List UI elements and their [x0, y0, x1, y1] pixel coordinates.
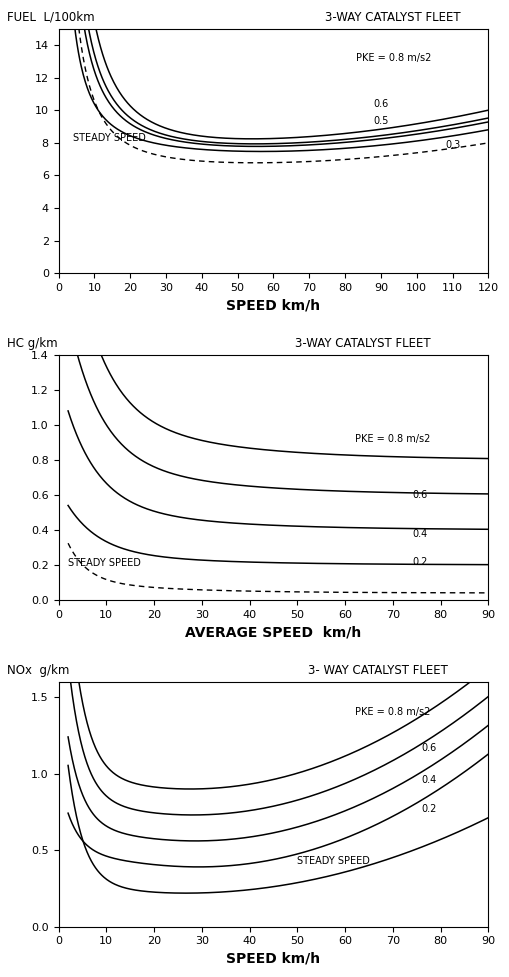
- Text: FUEL  L/100km: FUEL L/100km: [7, 11, 94, 23]
- Text: 0.6: 0.6: [420, 743, 436, 752]
- Text: NOx  g/km: NOx g/km: [7, 663, 69, 677]
- Text: 0.5: 0.5: [373, 116, 388, 126]
- Text: 3-WAY CATALYST FLEET: 3-WAY CATALYST FLEET: [324, 11, 460, 23]
- Text: 0.6: 0.6: [411, 490, 427, 500]
- Text: 0.4: 0.4: [420, 775, 436, 785]
- Text: 0.6: 0.6: [373, 99, 388, 108]
- Text: PKE = 0.8 m/s2: PKE = 0.8 m/s2: [354, 707, 429, 717]
- Text: STEADY SPEED: STEADY SPEED: [73, 133, 146, 143]
- X-axis label: AVERAGE SPEED  km/h: AVERAGE SPEED km/h: [185, 625, 361, 639]
- Text: PKE = 0.8 m/s2: PKE = 0.8 m/s2: [355, 53, 430, 63]
- Text: 3-WAY CATALYST FLEET: 3-WAY CATALYST FLEET: [294, 337, 430, 350]
- Text: 0.3: 0.3: [444, 141, 460, 150]
- Text: STEADY SPEED: STEADY SPEED: [68, 558, 140, 569]
- X-axis label: SPEED km/h: SPEED km/h: [226, 299, 320, 313]
- Text: 0.2: 0.2: [411, 558, 427, 568]
- Text: HC g/km: HC g/km: [7, 337, 58, 350]
- Text: 3- WAY CATALYST FLEET: 3- WAY CATALYST FLEET: [307, 663, 447, 677]
- X-axis label: SPEED km/h: SPEED km/h: [226, 952, 320, 966]
- Text: 0.4: 0.4: [411, 530, 427, 539]
- Text: PKE = 0.8 m/s2: PKE = 0.8 m/s2: [354, 434, 429, 445]
- Text: 0.2: 0.2: [420, 804, 436, 814]
- Text: STEADY SPEED: STEADY SPEED: [297, 856, 370, 866]
